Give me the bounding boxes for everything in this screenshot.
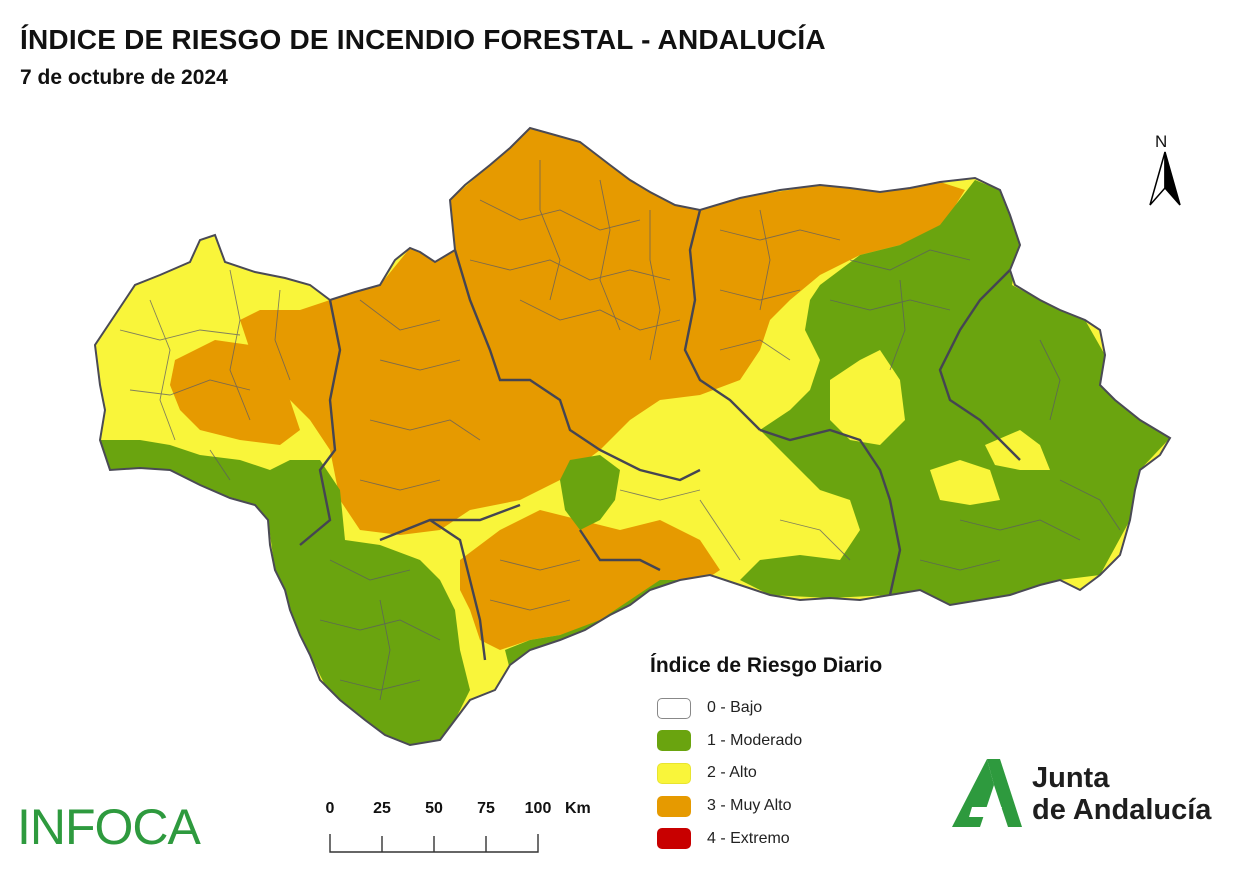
junta-andalucia-wordmark: Junta de Andalucía [1032, 762, 1211, 826]
scale-bar-graphic [329, 834, 539, 853]
junta-text-line1: Junta [1032, 762, 1110, 794]
legend-item-alto: 2 - Alto [657, 757, 882, 790]
scale-tick-100: 100 [524, 800, 552, 817]
scale-tick-25: 25 [373, 800, 391, 817]
legend-item-extremo: 4 - Extremo [657, 822, 882, 855]
junta-text-line2: de Andalucía [1032, 794, 1212, 826]
north-arrow-icon [1149, 151, 1181, 206]
legend-swatch-alto [657, 762, 691, 784]
andalucia-outline [93, 126, 1172, 747]
legend-item-moderado: 1 - Moderado [657, 725, 882, 758]
legend-item-bajo: 0 - Bajo [657, 692, 882, 725]
legend-label-alto: 2 - Alto [707, 764, 757, 782]
map-date: 7 de octubre de 2024 [20, 66, 228, 89]
legend-title: Índice de Riesgo Diario [650, 654, 883, 677]
map-legend: Índice de Riesgo Diario 0 - Bajo 1 - Mod… [650, 654, 882, 855]
zone-alto-almeria [930, 460, 1000, 505]
zone-muy-alto-huelva [170, 340, 300, 445]
scale-tick-75: 75 [477, 800, 495, 817]
legend-swatch-moderado [657, 730, 691, 752]
scale-bar: 0 25 50 75 100 Km [322, 800, 591, 860]
legend-swatch-extremo [657, 828, 691, 850]
zone-muy-alto-malaga [460, 510, 720, 650]
scale-tick-0: 0 [325, 800, 335, 817]
legend-label-muy-alto: 3 - Muy Alto [707, 797, 792, 815]
legend-label-moderado: 1 - Moderado [707, 731, 803, 749]
infoca-logo: INFOCA [17, 799, 201, 855]
zone-alto-granada [830, 350, 905, 445]
province-borders [299, 209, 1021, 661]
map-title: ÍNDICE DE RIESGO DE INCENDIO FORESTAL - … [20, 24, 826, 55]
scale-unit: Km [565, 800, 591, 817]
legend-label-bajo: 0 - Bajo [707, 699, 763, 717]
legend-swatch-muy-alto [657, 795, 691, 817]
north-label: N [1155, 132, 1168, 151]
legend-item-muy-alto: 3 - Muy Alto [657, 790, 882, 823]
scale-tick-50: 50 [425, 800, 443, 817]
zone-moderado-este [740, 180, 1170, 605]
junta-andalucia-logo-icon [952, 759, 1022, 827]
legend-swatch-bajo [657, 697, 691, 719]
zone-alto-granada-sur [730, 455, 840, 555]
risk-zones [95, 128, 1170, 745]
zone-moderado-cordoba [560, 455, 620, 530]
legend-label-extremo: 4 - Extremo [707, 829, 790, 847]
zone-muy-alto-centro [240, 128, 965, 535]
municipality-borders [119, 160, 1121, 701]
